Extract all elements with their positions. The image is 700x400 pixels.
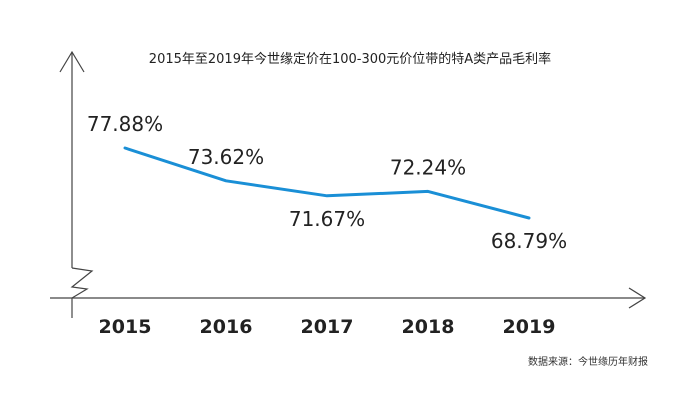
- data-label-2015: 77.88%: [87, 112, 163, 136]
- x-axis-arrow: [628, 287, 647, 309]
- chart-title: 2015年至2019年今世缘定价在100-300元价位带的特A类产品毛利率: [149, 51, 551, 67]
- x-tick-2016: 2016: [200, 316, 253, 338]
- y-axis-arrow: [59, 50, 85, 73]
- source-note: 数据来源：今世缘历年财报: [528, 355, 648, 368]
- x-tick-2017: 2017: [301, 316, 354, 338]
- data-label-2018: 72.24%: [390, 155, 466, 179]
- x-tick-2015: 2015: [99, 316, 152, 338]
- data-label-2019: 68.79%: [491, 229, 567, 253]
- data-label-2016: 73.62%: [188, 145, 264, 169]
- data-label-2017: 71.67%: [289, 207, 365, 231]
- x-tick-2019: 2019: [503, 316, 556, 338]
- data-labels: 77.88% 73.62% 71.67% 72.24% 68.79%: [87, 112, 567, 253]
- x-tick-labels: 2015 2016 2017 2018 2019: [99, 316, 556, 338]
- x-tick-2018: 2018: [402, 316, 455, 338]
- y-axis-break: [70, 267, 94, 299]
- series-line: [123, 146, 531, 220]
